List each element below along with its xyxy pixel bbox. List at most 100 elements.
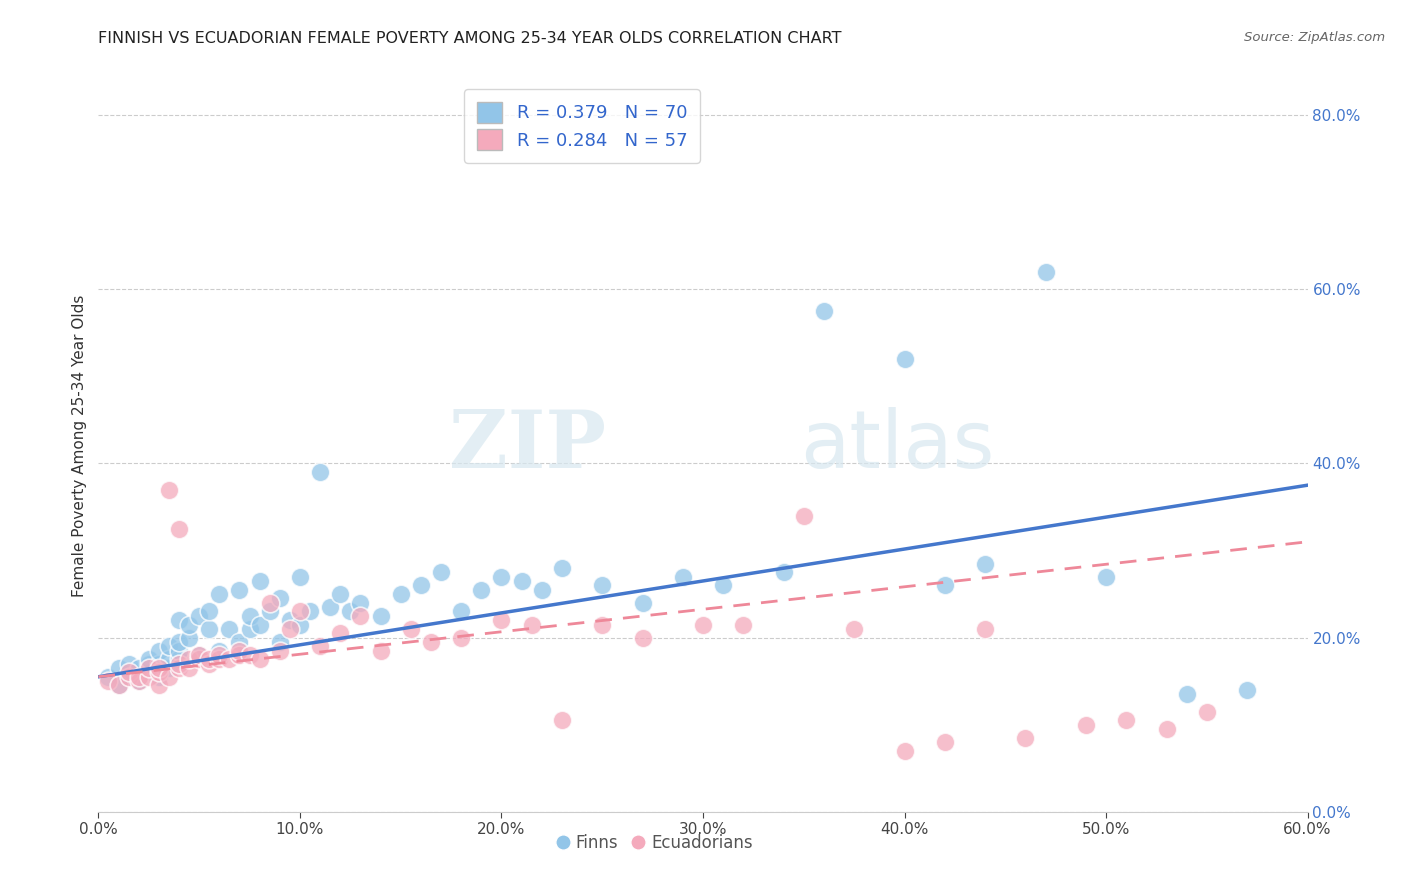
Point xyxy=(167,657,190,671)
Point xyxy=(148,657,170,671)
Point xyxy=(299,604,322,618)
Point xyxy=(128,661,150,675)
Point xyxy=(167,522,190,536)
Point xyxy=(249,617,271,632)
Point xyxy=(339,604,361,618)
Point xyxy=(218,622,240,636)
Point xyxy=(198,622,221,636)
Point xyxy=(510,574,533,588)
Point xyxy=(288,604,311,618)
Point xyxy=(249,652,271,666)
Point xyxy=(157,483,180,497)
Point xyxy=(198,657,221,671)
Point xyxy=(772,566,794,580)
Point xyxy=(409,578,432,592)
Point xyxy=(228,582,250,597)
Text: ZIP: ZIP xyxy=(450,407,606,485)
Point xyxy=(591,578,613,592)
Point xyxy=(167,613,190,627)
Point xyxy=(228,648,250,662)
Point xyxy=(974,622,997,636)
Point xyxy=(672,569,695,583)
Point xyxy=(138,661,160,675)
Point xyxy=(631,631,654,645)
Point xyxy=(844,622,866,636)
Point xyxy=(208,648,231,662)
Point xyxy=(269,591,291,606)
Y-axis label: Female Poverty Among 25-34 Year Olds: Female Poverty Among 25-34 Year Olds xyxy=(72,295,87,597)
Point xyxy=(1156,722,1178,736)
Point xyxy=(208,587,231,601)
Point xyxy=(157,670,180,684)
Point xyxy=(520,617,543,632)
Point xyxy=(167,643,190,657)
Point xyxy=(692,617,714,632)
Point xyxy=(239,608,262,623)
Point xyxy=(1195,705,1218,719)
Point xyxy=(249,574,271,588)
Point xyxy=(370,643,392,657)
Point xyxy=(179,661,201,675)
Point xyxy=(793,508,815,523)
Point xyxy=(148,661,170,675)
Point xyxy=(188,648,211,662)
Point xyxy=(491,613,513,627)
Point xyxy=(319,600,342,615)
Point xyxy=(218,652,240,666)
Point xyxy=(208,652,231,666)
Point xyxy=(208,643,231,657)
Point xyxy=(128,674,150,689)
Point xyxy=(288,617,311,632)
Point xyxy=(309,465,332,479)
Point xyxy=(893,351,915,366)
Point xyxy=(491,569,513,583)
Point xyxy=(167,652,190,666)
Point xyxy=(278,622,301,636)
Point xyxy=(128,670,150,684)
Point xyxy=(1074,717,1097,731)
Point xyxy=(329,587,352,601)
Point xyxy=(309,640,332,654)
Point xyxy=(1035,265,1057,279)
Point xyxy=(349,608,371,623)
Point xyxy=(118,670,141,684)
Point xyxy=(1014,731,1036,745)
Point xyxy=(269,635,291,649)
Text: Source: ZipAtlas.com: Source: ZipAtlas.com xyxy=(1244,31,1385,45)
Point xyxy=(107,678,129,692)
Point xyxy=(148,678,170,692)
Point xyxy=(329,626,352,640)
Point xyxy=(228,643,250,657)
Point xyxy=(239,622,262,636)
Point xyxy=(228,635,250,649)
Point xyxy=(198,652,221,666)
Point xyxy=(148,665,170,680)
Point xyxy=(551,561,574,575)
Point xyxy=(733,617,755,632)
Point xyxy=(530,582,553,597)
Point xyxy=(349,596,371,610)
Point xyxy=(179,652,201,666)
Point xyxy=(157,640,180,654)
Point xyxy=(1095,569,1118,583)
Text: FINNISH VS ECUADORIAN FEMALE POVERTY AMONG 25-34 YEAR OLDS CORRELATION CHART: FINNISH VS ECUADORIAN FEMALE POVERTY AMO… xyxy=(98,31,842,46)
Point xyxy=(259,596,281,610)
Point xyxy=(399,622,422,636)
Text: atlas: atlas xyxy=(800,407,994,485)
Point xyxy=(288,569,311,583)
Point xyxy=(450,631,472,645)
Point xyxy=(974,557,997,571)
Point xyxy=(179,617,201,632)
Point xyxy=(148,670,170,684)
Point xyxy=(179,631,201,645)
Point xyxy=(188,608,211,623)
Point xyxy=(138,657,160,671)
Point xyxy=(470,582,492,597)
Point xyxy=(167,661,190,675)
Point xyxy=(551,714,574,728)
Point xyxy=(934,578,956,592)
Point xyxy=(1175,687,1198,701)
Point xyxy=(278,613,301,627)
Point xyxy=(118,665,141,680)
Point xyxy=(389,587,412,601)
